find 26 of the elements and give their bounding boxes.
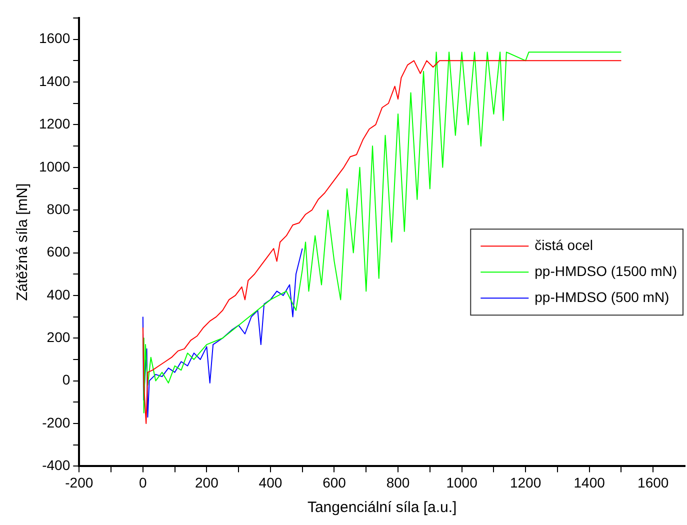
x-axis-title: Tangenciální síla [a.u.] [307,499,457,516]
y-tick-label: -400 [42,457,70,474]
x-tick-label: 1600 [638,474,669,490]
x-tick-label: 1200 [510,474,542,490]
y-tick-label: 800 [46,200,70,217]
y-tick-label: 1600 [38,30,70,46]
y-tick-label: 1000 [38,158,70,174]
y-tick-label: 1200 [38,116,70,132]
y-tick-label: 600 [46,244,70,260]
y-tick-label: 200 [46,329,70,345]
legend-label: pp-HMDSO (1500 mN) [534,262,678,279]
x-tick-label: 0 [139,474,148,490]
y-tick-label: -200 [42,414,70,430]
x-tick-label: 400 [258,474,282,490]
y-tick-label: 0 [62,372,70,388]
legend-label: čistá ocel [534,236,593,253]
x-tick-label: 600 [322,474,346,490]
y-axis-title: Zátěžná síla [mN] [14,183,32,301]
legend-label: pp-HMDSO (500 mN) [534,288,670,305]
y-tick-label: 1400 [38,72,70,89]
x-tick-label: 200 [195,474,219,490]
x-tick-label: 800 [386,474,410,490]
x-tick-label: 1000 [446,474,478,490]
x-tick-label: -200 [65,474,94,490]
y-tick-label: 400 [46,286,70,302]
x-tick-label: 1400 [574,474,606,490]
